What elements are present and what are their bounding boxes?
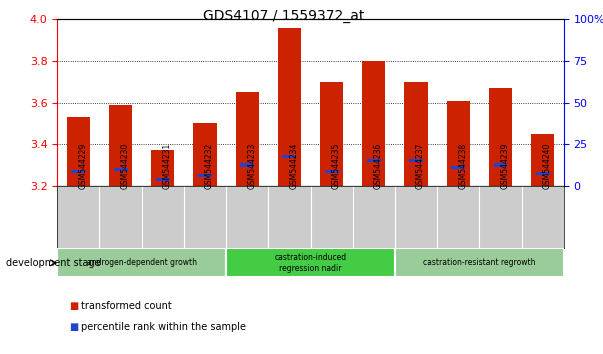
Bar [324,170,339,173]
Text: GDS4107 / 1559372_at: GDS4107 / 1559372_at [203,9,364,23]
Text: androgen-dependent growth: androgen-dependent growth [87,258,197,267]
Bar [156,178,170,181]
Text: GSM544231: GSM544231 [163,143,172,189]
Bar [320,82,343,186]
Bar [451,166,466,169]
Text: GSM544238: GSM544238 [458,143,467,189]
Bar [409,159,423,162]
Bar [367,159,381,162]
Text: GSM544235: GSM544235 [332,143,341,189]
Bar [405,82,428,186]
Bar [395,249,564,277]
Bar [236,92,259,186]
Bar [67,117,90,186]
Text: GSM544234: GSM544234 [289,143,298,189]
Text: castration-induced
regression nadir: castration-induced regression nadir [274,253,347,273]
Bar [362,61,385,186]
Text: GSM544230: GSM544230 [121,143,130,189]
Bar [151,150,174,186]
Text: transformed count: transformed count [81,301,172,311]
Text: GSM544233: GSM544233 [247,143,256,189]
Bar [226,249,395,277]
Text: GSM544229: GSM544229 [78,143,87,189]
Text: GSM544239: GSM544239 [500,143,510,189]
Text: GSM544236: GSM544236 [374,143,383,189]
Bar [71,170,86,173]
Text: GSM544237: GSM544237 [416,143,425,189]
Bar [489,88,512,186]
Bar [278,28,301,186]
Bar [57,249,226,277]
Text: ■: ■ [69,301,78,311]
Bar [531,134,554,186]
Text: ■: ■ [69,322,78,332]
Text: GSM544232: GSM544232 [205,143,214,189]
Text: development stage: development stage [6,258,101,268]
Text: GSM544240: GSM544240 [543,143,552,189]
Bar [282,155,297,158]
Bar [493,164,508,167]
Bar [194,124,216,186]
Text: castration-resistant regrowth: castration-resistant regrowth [423,258,535,267]
Bar [535,172,550,175]
Text: percentile rank within the sample: percentile rank within the sample [81,322,247,332]
Bar [113,168,128,171]
Bar [109,105,132,186]
Bar [240,164,254,167]
Bar [447,101,470,186]
Bar [198,174,212,177]
